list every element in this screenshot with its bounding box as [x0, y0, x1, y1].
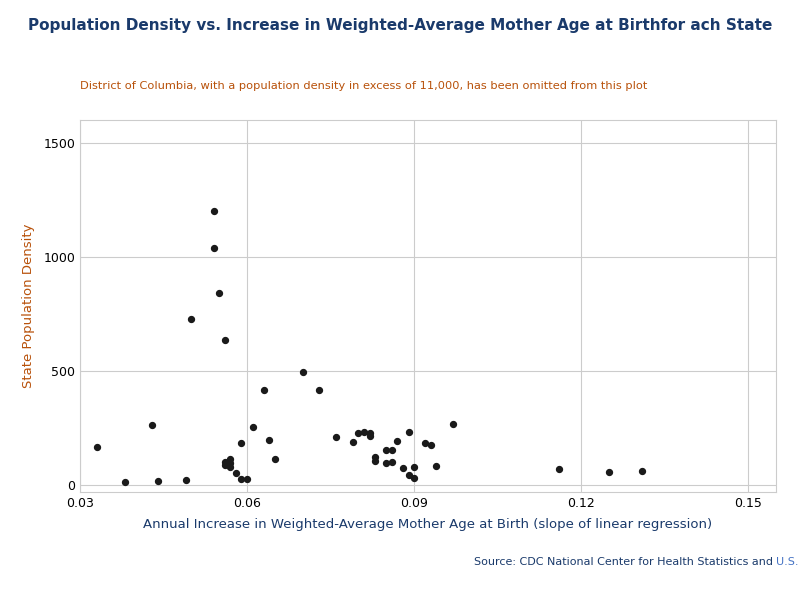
Text: U.S. Census Bureau: U.S. Census Bureau: [776, 557, 800, 567]
Point: [224, 454, 237, 464]
Point: [224, 458, 237, 468]
Point: [446, 419, 459, 428]
Point: [218, 335, 231, 345]
Point: [118, 477, 131, 487]
Y-axis label: State Population Density: State Population Density: [22, 224, 35, 388]
Point: [636, 467, 649, 476]
Point: [151, 476, 164, 486]
Point: [269, 454, 282, 464]
Point: [363, 428, 376, 437]
Text: Population Density vs. Increase in Weighted-Average Mother Age at Birthfor ach S: Population Density vs. Increase in Weigh…: [28, 18, 772, 33]
Point: [430, 461, 442, 470]
Point: [218, 458, 231, 467]
Text: District of Columbia, with a population density in excess of 11,000, has been om: District of Columbia, with a population …: [80, 81, 647, 91]
Point: [408, 462, 421, 472]
Point: [90, 443, 103, 452]
Point: [386, 445, 398, 455]
Point: [363, 431, 376, 441]
Point: [369, 452, 382, 461]
Point: [358, 427, 370, 436]
Point: [207, 206, 220, 216]
Point: [258, 386, 270, 395]
Point: [352, 428, 365, 437]
Point: [241, 474, 254, 484]
Point: [146, 420, 158, 430]
Point: [419, 438, 432, 448]
Point: [263, 435, 276, 445]
Text: Source: CDC National Center for Health Statistics and: Source: CDC National Center for Health S…: [474, 557, 776, 567]
Point: [397, 463, 410, 473]
Point: [296, 367, 309, 377]
Point: [185, 314, 198, 323]
Point: [207, 243, 220, 253]
Point: [369, 457, 382, 466]
Point: [553, 464, 566, 474]
Point: [346, 437, 359, 446]
Point: [235, 475, 248, 484]
Point: [213, 289, 226, 298]
Point: [235, 438, 248, 448]
Point: [424, 440, 437, 450]
Point: [230, 468, 242, 478]
Point: [224, 462, 237, 472]
Point: [402, 470, 415, 479]
Point: [179, 475, 192, 485]
Point: [313, 386, 326, 395]
Point: [408, 473, 421, 483]
Point: [330, 433, 342, 442]
Point: [380, 445, 393, 455]
X-axis label: Annual Increase in Weighted-Average Mother Age at Birth (slope of linear regress: Annual Increase in Weighted-Average Moth…: [143, 518, 713, 531]
Point: [246, 422, 259, 432]
Point: [218, 460, 231, 469]
Point: [380, 458, 393, 468]
Point: [602, 467, 615, 477]
Point: [402, 427, 415, 436]
Point: [391, 436, 404, 445]
Point: [386, 458, 398, 467]
